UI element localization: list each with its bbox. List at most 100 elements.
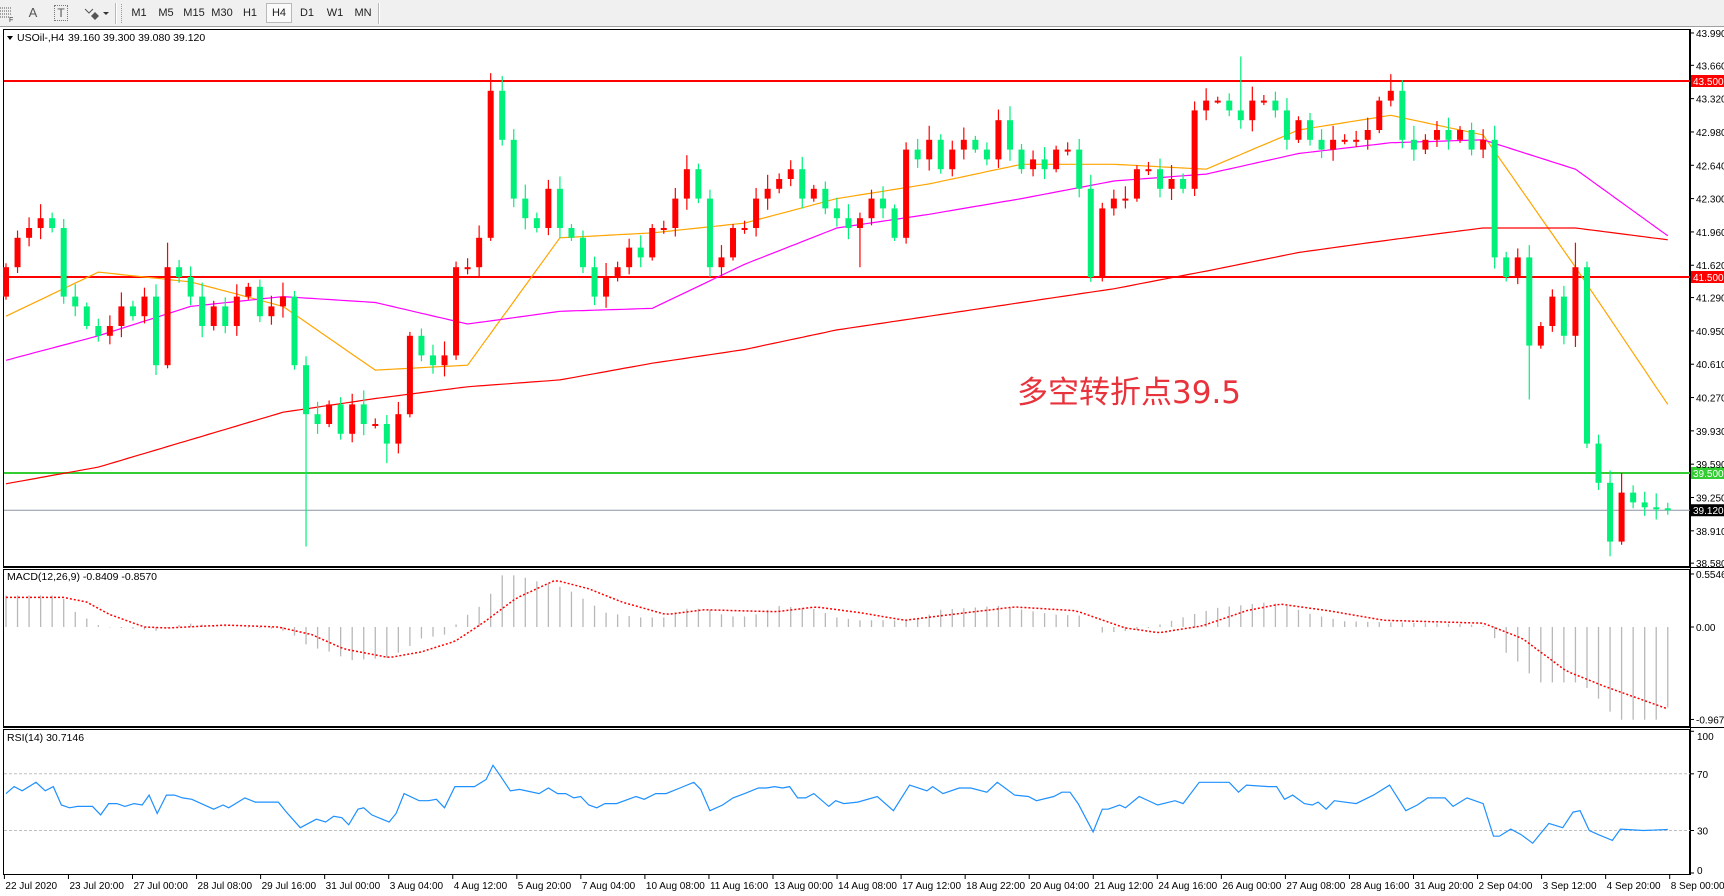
price-tag-41.500: 41.500 [1693,273,1724,284]
candle-body [1272,100,1279,111]
candle [1572,242,1579,347]
candle-body [995,120,1002,160]
price-tick-label: 39.930 [1696,427,1724,438]
candle-body [245,286,252,297]
candle [26,217,33,247]
candle-body [187,277,194,297]
candle [695,163,702,204]
price-tick-label: 43.990 [1696,29,1724,40]
candle-body [1318,139,1325,150]
candle-body [799,169,806,199]
rsi-pane-frame [3,729,1690,875]
time-tick-label: 10 Aug 08:00 [646,881,705,892]
candle [637,235,644,268]
text-tool-icon[interactable]: A [28,5,38,20]
candle [753,187,760,237]
candle [1341,134,1348,145]
candle [1387,74,1394,107]
candle [453,261,460,360]
price-axis: 43.500 41.500 39.500 39.120 43.990 43.660 43.3… [1690,29,1724,875]
tf-h4[interactable]: H4 [266,3,292,23]
candle [406,331,413,418]
candle-body [1168,179,1175,189]
collapse-triangle-icon[interactable] [7,36,13,40]
candle [1099,202,1106,282]
candle [118,292,125,338]
pivot-annotation[interactable]: 多空转折点39.5 [1017,375,1241,411]
candle-body [1583,267,1590,444]
tf-w1[interactable]: W1 [326,7,344,19]
drawing-tools: F A T M1 M5 M15 M30 H1 H4 D1 W1 MN [0,0,380,27]
price-tick-label: 43.320 [1696,95,1724,106]
macd-tick-label: -0.9672 [1696,715,1724,726]
candle [360,390,367,436]
candle-body [545,188,552,228]
time-tick-label: 2 Sep 04:00 [1479,881,1533,892]
candle [1260,95,1267,106]
tf-mn[interactable]: MN [354,7,372,19]
candle [1618,473,1625,545]
candle-body [1214,100,1221,103]
candle [95,318,102,342]
candle [949,140,956,177]
candle [222,297,229,334]
candle [822,181,829,215]
candle [868,189,875,226]
tf-h1[interactable]: H1 [242,7,258,19]
candle [960,127,967,160]
candle [660,220,667,234]
grid-icon[interactable]: F [0,3,14,24]
tf-m5[interactable]: M5 [158,7,174,19]
candle-body [833,208,840,219]
candle [187,266,194,306]
candle-body [1595,443,1602,483]
candle [856,212,863,268]
candle [1249,86,1256,132]
tf-m15[interactable]: M15 [183,7,205,19]
candle [106,315,113,345]
candle-body [210,306,217,326]
candle [1041,147,1048,180]
horizontal-lines [4,80,1690,511]
time-tick-label: 3 Sep 12:00 [1543,881,1597,892]
toolbar-grip[interactable] [121,4,125,23]
candle [1537,322,1544,349]
price-tick-label: 42.640 [1696,161,1724,172]
candle [1018,144,1025,174]
candle [1376,96,1383,134]
candle [3,263,9,300]
text-label-icon[interactable]: T [54,3,68,23]
tf-m30[interactable]: M30 [211,7,233,19]
candle-body [129,306,136,317]
time-tick-label: 29 Jul 16:00 [262,881,317,892]
price-tick-label: 41.290 [1696,294,1724,305]
candle-body [949,149,956,170]
price-tick-label: 43.660 [1696,61,1724,72]
candle-body [1249,100,1256,121]
time-tick-label: 14 Aug 08:00 [838,881,897,892]
svg-text:F: F [9,17,13,23]
candle-body [360,404,367,424]
shapes-dropdown[interactable] [82,3,110,23]
candle [1468,122,1475,156]
chart-background [0,27,1724,896]
tf-d1[interactable]: D1 [299,7,315,19]
candle-body [1491,139,1498,258]
candle [268,295,275,325]
candle [995,109,1002,168]
symbol-label: USOil-,H4 [17,32,64,44]
candle-body [926,139,933,160]
candle [1133,165,1140,202]
tf-m1[interactable]: M1 [131,7,147,19]
candle [1445,117,1452,150]
candle-body [1664,508,1671,511]
macd-tick-label: 0.00 [1696,623,1716,634]
candle [1272,91,1279,118]
time-tick-label: 28 Aug 16:00 [1350,881,1409,892]
candle-body [1030,159,1037,170]
rsi-tick-label: 70 [1697,770,1709,781]
candle-body [1560,296,1567,336]
candle-body [753,198,760,228]
candle-body [1641,502,1648,508]
